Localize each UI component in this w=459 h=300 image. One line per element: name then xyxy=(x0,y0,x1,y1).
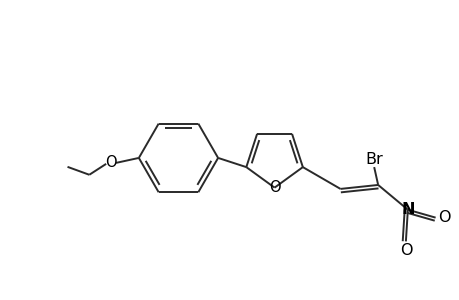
Text: O: O xyxy=(437,210,450,225)
Text: O: O xyxy=(399,243,411,258)
Text: Br: Br xyxy=(364,152,382,167)
Text: O: O xyxy=(105,155,117,170)
Text: N: N xyxy=(400,202,414,217)
Text: O: O xyxy=(268,180,280,195)
